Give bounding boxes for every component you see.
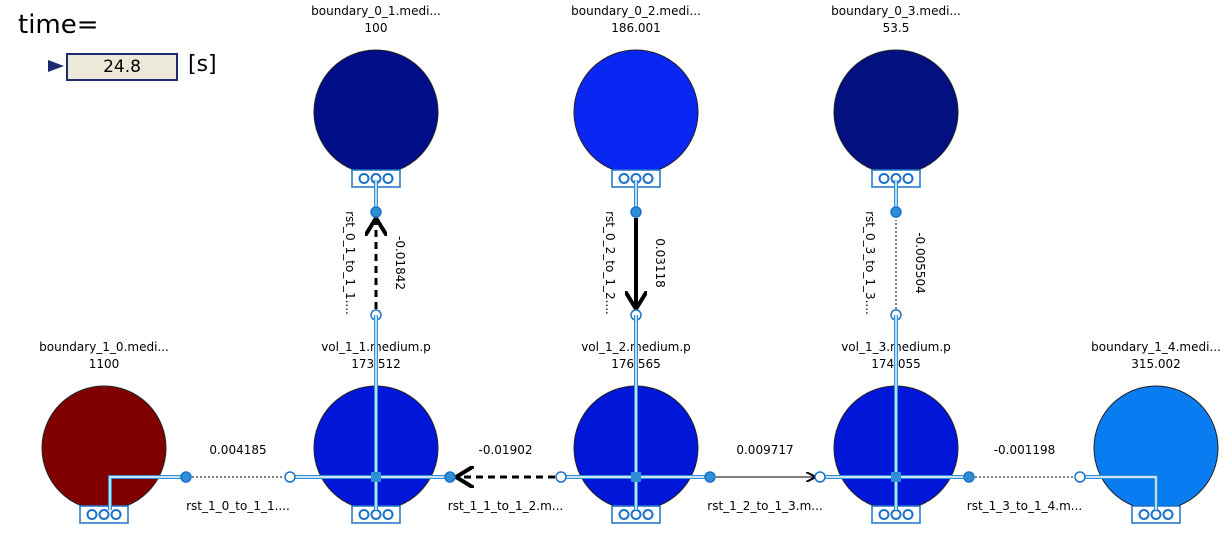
time-value-field[interactable]: 24.8 (66, 53, 178, 81)
node-title: boundary_1_0.medi... (39, 340, 169, 354)
connector-port-rst_1_1-b[interactable] (555, 471, 567, 483)
node-circle[interactable] (573, 49, 699, 175)
node-title: boundary_0_2.medi... (571, 4, 701, 18)
port-block-icon[interactable] (611, 169, 661, 188)
link-value: -0.005504 (913, 232, 927, 294)
node-value: 1100 (89, 357, 120, 371)
connector-port-rst_1_2-a[interactable] (704, 471, 716, 483)
connector-port-rst_1_0-a[interactable] (180, 471, 192, 483)
link-name: rst_0_3_to_1_3.... (863, 211, 877, 315)
node-title: boundary_1_4.medi... (1091, 340, 1221, 354)
node-value: 53.5 (883, 21, 910, 35)
link-name: rst_0_1_to_1_1.... (343, 211, 357, 315)
junction-icon (371, 472, 381, 482)
node-title: boundary_0_3.medi... (831, 4, 961, 18)
node-circle[interactable] (833, 49, 959, 175)
node-boundary-0-1[interactable] (313, 49, 439, 188)
time-input-arrow-icon (48, 60, 64, 72)
node-circle[interactable] (313, 49, 439, 175)
link-value: 0.004185 (209, 443, 266, 457)
junction-icon (891, 472, 901, 482)
link-value: 0.03118 (653, 238, 667, 288)
connector-port-rst_1_3-a[interactable] (963, 471, 975, 483)
connector-port-rst_1_2-b[interactable] (814, 471, 826, 483)
wire-boundary-1-0 (108, 475, 186, 510)
port-block-icon[interactable] (79, 505, 129, 524)
node-value: 315.002 (1131, 357, 1181, 371)
link-value: 0.009717 (736, 443, 793, 457)
connector-port-rst_1_1-a[interactable] (444, 471, 456, 483)
junction-icon (631, 472, 641, 482)
time-unit: [s] (188, 52, 217, 77)
wire-boundary-1-4 (1080, 475, 1158, 510)
link-name: rst_1_0_to_1_1.... (186, 499, 290, 513)
connector-port-rst_0_2-a[interactable] (630, 206, 642, 218)
port-block-icon[interactable] (871, 169, 921, 188)
node-boundary-1-0[interactable] (41, 385, 167, 524)
link-value: -0.01842 (393, 236, 407, 290)
link-name: rst_1_3_to_1_4.m... (967, 499, 1082, 513)
connector-port-rst_1_0-b[interactable] (284, 471, 296, 483)
link-value: -0.01902 (479, 443, 533, 457)
link-value: -0.001198 (994, 443, 1056, 457)
time-label: time= (18, 10, 99, 40)
node-boundary-0-3[interactable] (833, 49, 959, 188)
link-name: rst_0_2_to_1_2.... (603, 211, 617, 315)
link-name: rst_1_2_to_1_3.m... (707, 499, 822, 513)
node-title: boundary_0_1.medi... (311, 4, 441, 18)
connector-port-rst_0_3-a[interactable] (890, 206, 902, 218)
node-value: 186.001 (611, 21, 661, 35)
node-boundary-0-2[interactable] (573, 49, 699, 188)
node-value: 100 (365, 21, 388, 35)
port-block-icon[interactable] (611, 505, 661, 524)
connector-port-rst_1_3-b[interactable] (1074, 471, 1086, 483)
link-name: rst_1_1_to_1_2.m... (448, 499, 563, 513)
node-circle[interactable] (41, 385, 167, 511)
connector-port-rst_0_1-a[interactable] (370, 206, 382, 218)
